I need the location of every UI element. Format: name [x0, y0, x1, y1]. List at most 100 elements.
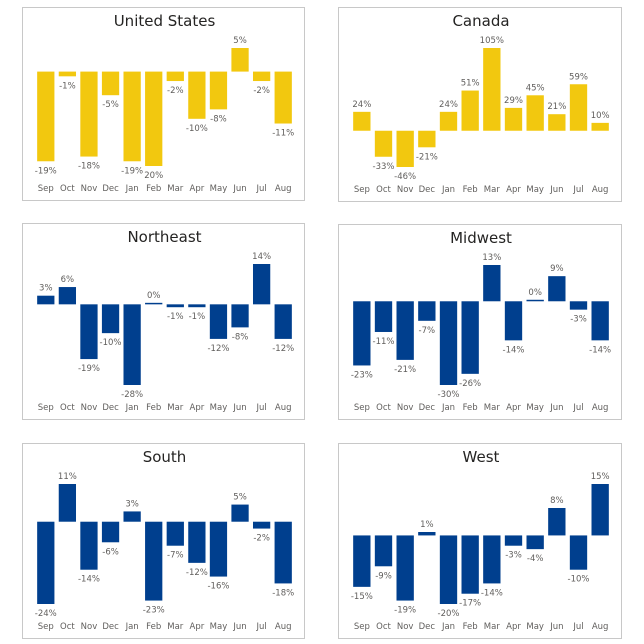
x-tick-may: May	[210, 184, 228, 194]
data-label-aug: -12%	[272, 344, 294, 354]
bar-nov[interactable]	[80, 71, 98, 157]
bar-apr[interactable]	[504, 535, 523, 546]
bar-feb[interactable]	[145, 302, 163, 305]
x-tick-mar: Mar	[484, 622, 501, 632]
x-tick-oct: Oct	[60, 403, 75, 413]
x-tick-apr: Apr	[506, 185, 521, 195]
bar-jun[interactable]	[231, 504, 249, 522]
chart-midwest: Midwest -23% Sep -11% Oct -21% Nov -7% Dec-30% Ja…	[351, 229, 611, 413]
x-tick-apr: Apr	[190, 622, 205, 632]
bar-sep[interactable]	[37, 521, 55, 604]
bar-sep[interactable]	[37, 295, 55, 305]
bar-jan[interactable]	[123, 304, 141, 385]
data-label-feb: 0%	[147, 291, 161, 301]
bar-feb[interactable]	[461, 535, 479, 594]
bar-jan[interactable]	[123, 511, 141, 522]
x-tick-jul: Jul	[255, 622, 266, 632]
bar-dec[interactable]	[101, 521, 120, 543]
bar-sep[interactable]	[353, 111, 371, 131]
bar-aug[interactable]	[591, 122, 609, 131]
bar-oct[interactable]	[374, 535, 393, 567]
data-label-jan: 24%	[439, 100, 458, 110]
chart-title: United States	[114, 12, 216, 30]
chart-panel-west: West -15% Sep -9% Oct -19% Nov 1% Dec -20% Jan -17%…	[338, 443, 622, 639]
bar-nov[interactable]	[80, 304, 98, 360]
bar-apr[interactable]	[188, 71, 206, 119]
bar-aug[interactable]	[591, 484, 609, 536]
bar-sep[interactable]	[353, 301, 371, 366]
x-tick-jul: Jul	[572, 185, 583, 195]
bar-may[interactable]	[526, 95, 544, 131]
bar-dec[interactable]	[418, 532, 436, 536]
bar-jun[interactable]	[231, 48, 249, 72]
bar-sep[interactable]	[353, 535, 371, 587]
x-tick-dec: Dec	[102, 403, 119, 413]
chart-canada: Canada 24% Sep -33% Oct-46% Nov -21% Dec 24% Jan 5…	[352, 12, 610, 195]
x-tick-mar: Mar	[167, 622, 184, 632]
data-label-aug: 10%	[591, 111, 610, 121]
data-label-sep: -19%	[35, 166, 57, 176]
bar-may[interactable]	[209, 304, 228, 339]
bar-oct[interactable]	[374, 130, 393, 157]
bar-apr[interactable]	[504, 107, 523, 131]
bar-aug[interactable]	[274, 304, 292, 339]
bar-jun[interactable]	[548, 508, 566, 536]
x-tick-sep: Sep	[38, 184, 54, 194]
x-tick-jan: Jan	[125, 184, 139, 194]
bar-jul[interactable]	[569, 84, 588, 131]
bar-jul[interactable]	[252, 71, 271, 82]
bar-feb[interactable]	[145, 521, 163, 601]
data-label-feb: -26%	[459, 379, 481, 389]
bar-aug[interactable]	[591, 301, 609, 341]
chart-panel-canada: Canada 24% Sep -33% Oct -46% Nov -21% Dec 24% Jan 5…	[338, 7, 622, 202]
bar-jan[interactable]	[439, 535, 458, 604]
bar-mar[interactable]	[166, 71, 184, 82]
bar-apr[interactable]	[504, 301, 523, 341]
data-label-aug: 15%	[591, 472, 610, 482]
bar-sep[interactable]	[37, 71, 55, 162]
bar-jun[interactable]	[548, 276, 566, 302]
bar-nov[interactable]	[80, 521, 98, 570]
bar-oct[interactable]	[58, 287, 77, 305]
data-label-dec: -7%	[419, 326, 436, 336]
bar-dec[interactable]	[101, 304, 120, 334]
bar-dec[interactable]	[101, 71, 120, 96]
bar-mar[interactable]	[483, 265, 501, 302]
bar-jul[interactable]	[569, 301, 588, 310]
bar-jun[interactable]	[548, 114, 566, 131]
bar-jun[interactable]	[231, 304, 249, 328]
bar-dec[interactable]	[418, 130, 436, 148]
bar-oct[interactable]	[58, 71, 77, 77]
bar-jul[interactable]	[569, 535, 588, 570]
bar-dec[interactable]	[418, 301, 436, 321]
bar-nov[interactable]	[396, 535, 414, 601]
bar-jul[interactable]	[252, 521, 271, 529]
bar-feb[interactable]	[145, 71, 163, 166]
data-label-oct: -9%	[375, 571, 392, 581]
bar-mar[interactable]	[483, 48, 501, 131]
bar-may[interactable]	[209, 521, 228, 577]
bar-mar[interactable]	[166, 304, 184, 308]
bar-aug[interactable]	[274, 71, 292, 124]
bar-oct[interactable]	[374, 301, 393, 332]
bar-may[interactable]	[526, 535, 544, 550]
data-label-jul: 59%	[569, 72, 588, 82]
bar-nov[interactable]	[396, 301, 414, 360]
bar-jan[interactable]	[439, 111, 458, 131]
bar-feb[interactable]	[461, 301, 479, 374]
bar-mar[interactable]	[483, 535, 501, 584]
bar-mar[interactable]	[166, 521, 184, 546]
data-label-jan: -20%	[438, 609, 460, 619]
bar-apr[interactable]	[188, 304, 206, 308]
bar-may[interactable]	[209, 71, 228, 110]
bar-apr[interactable]	[188, 521, 206, 563]
bar-jan[interactable]	[439, 301, 458, 385]
x-tick-apr: Apr	[506, 622, 521, 632]
bar-jul[interactable]	[252, 264, 271, 305]
bar-oct[interactable]	[58, 484, 77, 522]
bar-aug[interactable]	[274, 521, 292, 584]
bar-nov[interactable]	[396, 130, 414, 167]
bar-feb[interactable]	[461, 90, 479, 131]
bar-jan[interactable]	[123, 71, 141, 162]
bar-may[interactable]	[526, 299, 544, 302]
